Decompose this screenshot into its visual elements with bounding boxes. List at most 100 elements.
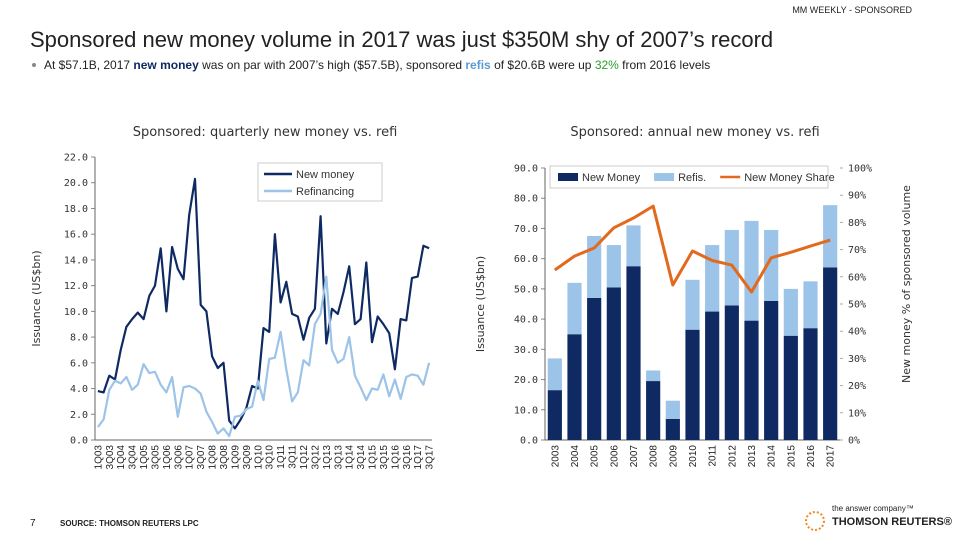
x-tick-label: 2017 xyxy=(826,445,837,468)
y-tick-label: 30.0 xyxy=(514,345,538,356)
x-tick-label: 3Q06 xyxy=(173,445,184,470)
bullet-part: 32% xyxy=(595,58,619,72)
bar-segment xyxy=(587,297,602,440)
x-tick-label: 2006 xyxy=(609,445,620,468)
bar-segment xyxy=(606,245,621,288)
tagline: the answer company™ xyxy=(832,504,914,513)
x-tick-label: 1Q15 xyxy=(368,445,379,470)
bar-segment xyxy=(764,300,779,440)
bar-segment xyxy=(567,282,582,335)
bar-segment xyxy=(724,305,739,440)
bar-segment xyxy=(724,229,739,306)
x-tick-label: 3Q07 xyxy=(196,445,207,470)
bar-segment xyxy=(646,381,661,440)
legend-box xyxy=(549,165,829,189)
legend-label: Refinancing xyxy=(296,186,354,198)
bar-segment xyxy=(744,320,759,440)
bar-segment xyxy=(547,390,562,440)
y-tick-label: 10.0 xyxy=(514,405,538,416)
y-tick-label: 16.0 xyxy=(64,230,88,241)
series-line xyxy=(97,275,431,438)
y-tick-label: 6.0 xyxy=(70,358,88,369)
x-tick-label: 1Q11 xyxy=(276,445,287,469)
x-tick-label: 2004 xyxy=(570,445,581,468)
x-tick-label: 2008 xyxy=(649,445,660,468)
x-tick-label: 1Q12 xyxy=(299,445,310,470)
bullet-part: new money xyxy=(133,58,199,72)
x-tick-label: 3Q04 xyxy=(128,445,139,470)
legend-swatch xyxy=(558,173,578,181)
x-tick-label: 3Q05 xyxy=(150,445,161,470)
y-tick-label: 0.0 xyxy=(70,436,88,447)
y-tick-label: 2.0 xyxy=(70,410,88,421)
x-tick-label: 1Q16 xyxy=(390,445,401,470)
y-tick-label: 50.0 xyxy=(514,284,538,295)
legend-label: New money xyxy=(296,169,355,181)
y2-tick-label: 60% xyxy=(848,272,866,283)
x-tick-label: 1Q06 xyxy=(162,445,173,470)
brand: THOMSON REUTERS® xyxy=(832,516,952,528)
chart-title: Sponsored: quarterly new money vs. refi xyxy=(133,125,398,140)
y-axis-label: Issuance (US$bn) xyxy=(474,256,487,352)
bar-segment xyxy=(626,266,641,440)
bar-segment xyxy=(823,205,838,268)
y2-tick-label: 90% xyxy=(848,191,866,202)
x-tick-label: 3Q03 xyxy=(105,445,116,470)
y2-tick-label: 70% xyxy=(848,245,866,256)
y-tick-label: 18.0 xyxy=(64,204,88,215)
x-tick-label: 1Q07 xyxy=(185,445,196,470)
y-tick-label: 90.0 xyxy=(514,164,538,175)
x-tick-label: 1Q17 xyxy=(413,445,424,470)
y-tick-label: 10.0 xyxy=(64,307,88,318)
x-tick-label: 2016 xyxy=(806,445,817,468)
x-tick-label: 1Q13 xyxy=(322,445,333,470)
bullet-part: from 2016 levels xyxy=(619,58,710,72)
y-tick-label: 20.0 xyxy=(64,178,88,189)
legend-label: New Money Share xyxy=(744,172,835,184)
y-tick-label: 8.0 xyxy=(70,333,88,344)
x-tick-label: 1Q05 xyxy=(139,445,150,470)
bullet-part: At $57.1B, 2017 xyxy=(44,58,133,72)
bullet-part: refis xyxy=(465,58,491,72)
y-tick-label: 0.0 xyxy=(520,436,538,447)
x-tick-label: 3Q08 xyxy=(219,445,230,470)
bar-segment xyxy=(803,328,818,440)
bar-segment xyxy=(783,288,798,336)
x-tick-label: 2014 xyxy=(767,445,778,468)
y-axis-label: Issuance (US$bn) xyxy=(30,250,43,346)
y2-axis-label: New money % of sponsored volume xyxy=(900,185,913,383)
series-line xyxy=(553,204,831,294)
chart-title: Sponsored: annual new money vs. refi xyxy=(570,125,819,140)
y-tick-label: 60.0 xyxy=(514,254,538,265)
x-tick-label: 2015 xyxy=(786,445,797,468)
x-tick-label: 3Q17 xyxy=(425,445,436,470)
bar-segment xyxy=(587,236,602,298)
x-tick-label: 1Q14 xyxy=(345,445,356,470)
y2-tick-label: 80% xyxy=(848,218,866,229)
y-tick-label: 4.0 xyxy=(70,384,88,395)
bar-segment xyxy=(665,400,680,419)
x-tick-label: 3Q15 xyxy=(379,445,390,470)
y-tick-label: 70.0 xyxy=(514,224,538,235)
legend-label: New Money xyxy=(582,172,641,184)
x-tick-label: 3Q11 xyxy=(288,445,299,469)
bullet-dot xyxy=(32,63,36,67)
x-tick-label: 2005 xyxy=(590,445,601,468)
x-tick-label: 2011 xyxy=(708,445,719,467)
y2-tick-label: 40% xyxy=(848,327,866,338)
x-tick-label: 1Q08 xyxy=(208,445,219,470)
x-tick-label: 3Q16 xyxy=(402,445,413,470)
y2-tick-label: 10% xyxy=(848,408,866,419)
bar-segment xyxy=(705,311,720,440)
bar-segment xyxy=(705,245,720,312)
bullet-part: was on par with 2007’s high ($57.5B), sp… xyxy=(199,58,466,72)
legend-box xyxy=(257,162,383,202)
x-tick-label: 2010 xyxy=(688,445,699,468)
bar-segment xyxy=(606,287,621,440)
y-tick-label: 22.0 xyxy=(64,153,88,164)
x-tick-label: 3Q09 xyxy=(242,445,253,470)
slide-title: Sponsored new money volume in 2017 was j… xyxy=(30,27,773,52)
bar-segment xyxy=(685,329,700,440)
bar-segment xyxy=(764,229,779,301)
